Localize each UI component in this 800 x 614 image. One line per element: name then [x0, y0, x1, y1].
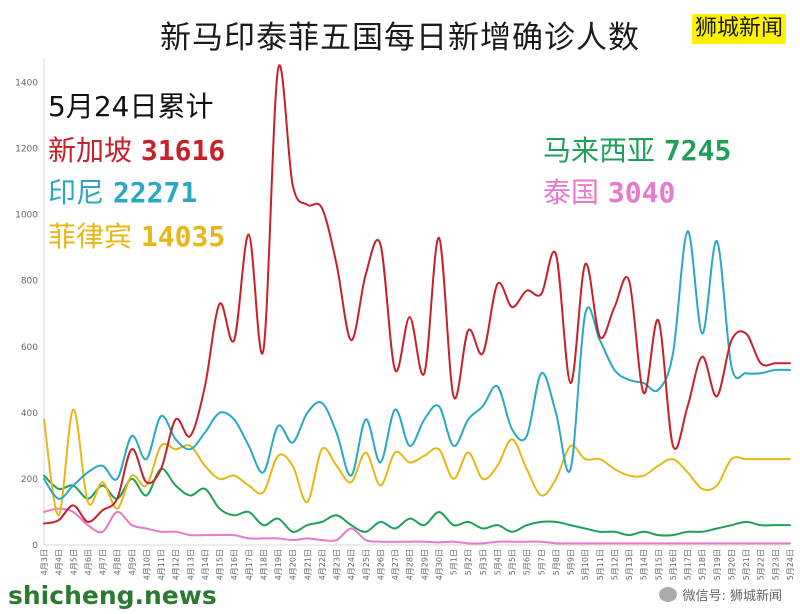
x-tick-label: 5月6日 [523, 549, 532, 575]
x-tick-label: 5月24日 [786, 549, 795, 580]
x-tick-label: 5月8日 [552, 549, 561, 575]
x-tick-label: 4月26日 [376, 549, 385, 580]
cumulative-value: 7245 [663, 134, 732, 167]
wechat-credit: 微信号: 狮城新闻 [659, 585, 782, 604]
y-tick-label: 800 [21, 277, 38, 287]
cumulative-value: 3040 [607, 176, 676, 209]
x-tick-label: 4月25日 [362, 549, 371, 580]
x-tick-label: 5月16日 [669, 549, 678, 580]
y-tick-label: 600 [21, 343, 38, 353]
cumulative-country-label: 马来西亚 [543, 134, 656, 167]
x-tick-label: 5月17日 [684, 549, 693, 580]
cumulative-country-label: 新加坡 [48, 134, 133, 167]
wechat-icon [659, 587, 678, 602]
series-line-philippines [43, 408, 791, 517]
series-line-malaysia [43, 468, 791, 537]
x-tick-label: 4月3日 [40, 549, 49, 575]
x-tick-label: 4月10日 [142, 549, 151, 580]
x-tick-label: 4月18日 [259, 549, 268, 580]
x-tick-label: 4月29日 [420, 549, 429, 580]
x-tick-label: 4月13日 [186, 549, 195, 580]
x-tick-label: 4月20日 [289, 549, 298, 580]
y-tick-label: 200 [21, 475, 38, 485]
x-tick-label: 5月3日 [479, 549, 488, 575]
x-tick-label: 5月4日 [493, 549, 502, 575]
series-line-indonesia [43, 230, 791, 500]
x-tick-label: 4月21日 [303, 549, 312, 580]
x-tick-label: 4月16日 [230, 549, 239, 580]
x-tick-label: 5月22日 [757, 549, 766, 580]
x-tick-label: 5月11日 [596, 549, 605, 580]
cumulative-heading: 5月24日累计 [48, 90, 214, 123]
x-tick-label: 4月6日 [84, 549, 93, 575]
x-tick-label: 4月7日 [99, 549, 108, 575]
x-tick-label: 4月23日 [333, 549, 342, 580]
cumulative-indonesia: 印尼 22271 [48, 174, 197, 212]
x-tick-label: 5月10日 [581, 549, 590, 580]
x-tick-label: 5月19日 [713, 549, 722, 580]
wechat-label: 微信号: 狮城新闻 [682, 589, 782, 604]
y-tick-label: 400 [21, 409, 38, 419]
y-tick-label: 1400 [15, 79, 38, 89]
y-tick-label: 0 [32, 541, 38, 551]
x-tick-label: 5月1日 [450, 549, 459, 575]
x-tick-label: 4月19日 [274, 549, 283, 580]
cumulative-value: 31616 [140, 134, 226, 167]
x-tick-label: 4月8日 [113, 549, 122, 575]
x-tick-label: 4月22日 [318, 549, 327, 580]
series-line-singapore [43, 64, 791, 525]
x-tick-label: 5月2日 [464, 549, 473, 575]
x-tick-label: 4月24日 [347, 549, 356, 580]
x-tick-label: 4月9日 [128, 549, 137, 575]
x-tick-label: 4月17日 [245, 549, 254, 580]
x-tick-label: 4月5日 [69, 549, 78, 575]
x-tick-label: 4月4日 [55, 549, 64, 575]
cumulative-philippines: 菲律宾 14035 [48, 218, 225, 256]
x-tick-label: 5月14日 [640, 549, 649, 580]
cumulative-value: 14035 [140, 220, 226, 253]
y-tick-label: 1000 [15, 211, 38, 221]
cumulative-thailand: 泰国 3040 [543, 174, 675, 212]
site-watermark: shicheng.news [8, 581, 217, 610]
x-tick-label: 5月7日 [537, 549, 546, 575]
x-tick-label: 5月5日 [508, 549, 517, 575]
y-tick-label: 1200 [15, 145, 38, 155]
x-tick-label: 4月30日 [435, 549, 444, 580]
cumulative-country-label: 泰国 [543, 176, 600, 209]
x-tick-label: 5月13日 [625, 549, 634, 580]
cumulative-malaysia: 马来西亚 7245 [543, 132, 731, 170]
x-tick-label: 5月9日 [567, 549, 576, 575]
x-tick-label: 5月23日 [771, 549, 780, 580]
x-tick-label: 5月21日 [742, 549, 751, 580]
cumulative-singapore: 新加坡 31616 [48, 132, 225, 170]
x-tick-label: 5月20日 [727, 549, 736, 580]
x-tick-label: 4月15日 [216, 549, 225, 580]
cumulative-country-label: 印尼 [48, 176, 105, 209]
x-tick-label: 4月28日 [406, 549, 415, 580]
x-tick-label: 5月12日 [610, 549, 619, 580]
x-tick-label: 5月15日 [654, 549, 663, 580]
x-tick-label: 4月27日 [391, 549, 400, 580]
series-line-thailand [43, 507, 791, 545]
x-tick-label: 5月18日 [698, 549, 707, 580]
x-tick-label: 4月14日 [201, 549, 210, 580]
x-tick-label: 4月11日 [157, 549, 166, 580]
cumulative-country-label: 菲律宾 [48, 220, 133, 253]
cumulative-value: 22271 [112, 176, 198, 209]
chart-title: 新马印泰菲五国每日新增确诊人数 [160, 20, 640, 56]
x-tick-label: 4月12日 [172, 549, 181, 580]
brand-badge: 狮城新闻 [691, 14, 786, 44]
